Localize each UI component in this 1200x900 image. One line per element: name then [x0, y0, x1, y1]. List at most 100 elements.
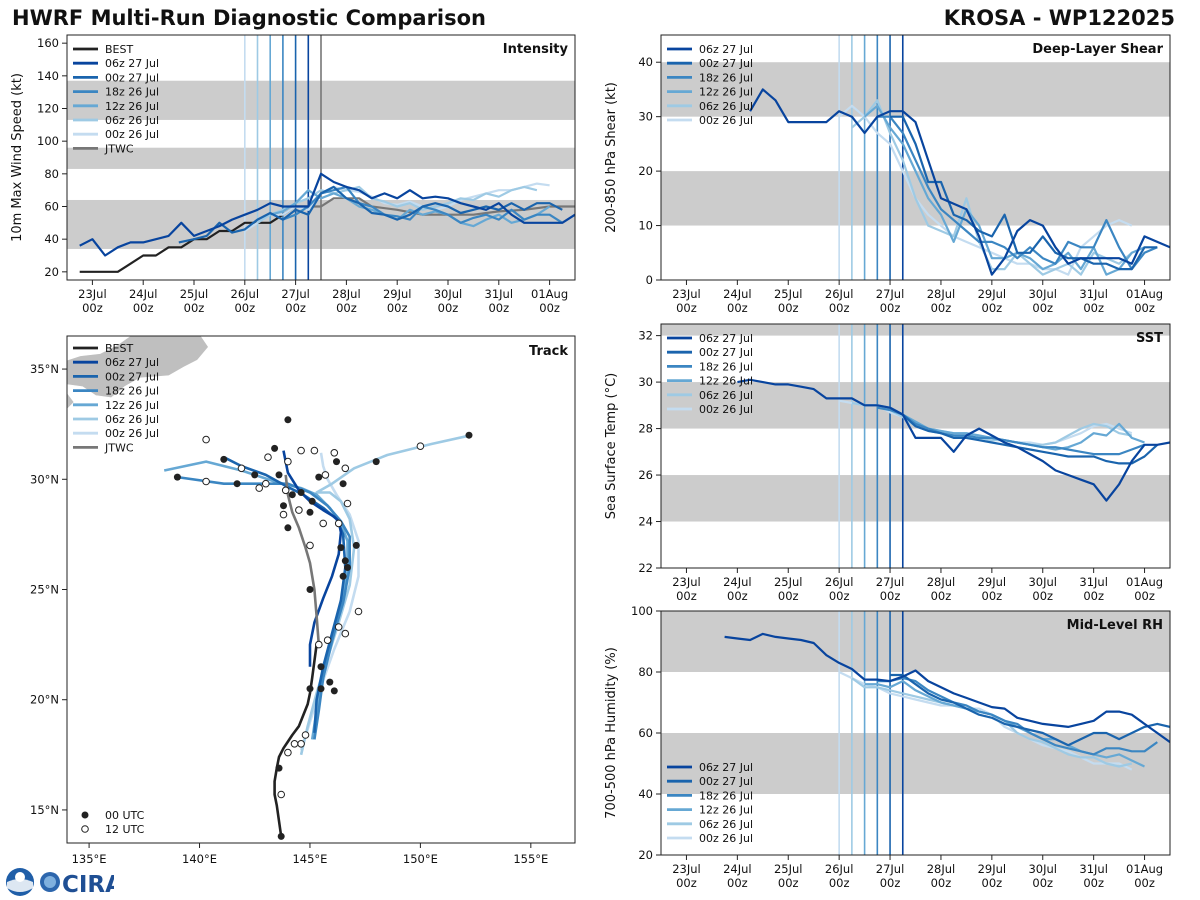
track-marker-12utc: [277, 790, 286, 799]
sst-xtick-label: 00z: [982, 589, 1003, 603]
sst-legend-label: 18z 26 Jul: [699, 360, 753, 373]
shear-threshold-band: [661, 62, 1170, 117]
intensity-xtick-label: 00z: [387, 301, 408, 315]
shear-xtick-label: 00z: [727, 301, 748, 315]
sst-threshold-band: [661, 475, 1170, 522]
track-marker-12utc: [330, 449, 339, 457]
intensity-series-00z-27-jul: [178, 185, 563, 244]
shear-xtick-label: 25Jul: [774, 287, 803, 301]
track-marker-00utc: [306, 508, 314, 516]
rh-series-00z-27-jul: [890, 673, 1170, 747]
track-marker-12utc: [321, 471, 330, 479]
rh-ytick-label: 100: [631, 604, 653, 618]
track-marker-12utc: [319, 519, 328, 528]
shear-xtick-label: 00z: [829, 301, 850, 315]
shear-xtick-label: 00z: [880, 301, 901, 315]
track-marker-12utc: [416, 442, 425, 451]
rh-xtick-label: 27Jul: [876, 862, 905, 876]
sst-xtick-label: 31Jul: [1079, 575, 1108, 589]
intensity-xtick-label: 28Jul: [332, 287, 361, 301]
track-legend-label: 06z 27 Jul: [105, 356, 159, 369]
sst-xtick-label: 00z: [727, 589, 748, 603]
sst-ytick-label: 32: [638, 329, 653, 343]
shear-frame: [660, 34, 1171, 281]
track-series-18z-26-jul: [177, 475, 352, 740]
track-marker-00utc: [297, 489, 305, 496]
sst-ytick-label: 28: [638, 422, 653, 436]
sst-xtick-label: 00z: [931, 589, 952, 603]
intensity-xtick-label: 24Jul: [129, 287, 158, 301]
land-shikoku: [67, 393, 74, 414]
track-marker-00utc: [317, 663, 325, 671]
sst-xtick-label: 26Jul: [825, 575, 854, 589]
track-marker-00utc: [339, 480, 347, 488]
track-marker-00utc: [326, 678, 334, 686]
rh-xtick-label: 00z: [778, 876, 799, 890]
track-marker-12utc: [341, 464, 350, 473]
cira-logo-text: CIRA: [62, 872, 114, 898]
shear-panel-title: Deep-Layer Shear: [1032, 42, 1163, 57]
sst-legend-label: 00z 26 Jul: [699, 403, 753, 416]
track-xtick-label: 145°E: [292, 852, 327, 866]
track-marker-00utc: [275, 764, 283, 772]
track-marker-00utc: [333, 458, 340, 466]
track-legend-label: 00z 27 Jul: [105, 370, 159, 383]
sst-xtick-label: 27Jul: [876, 575, 905, 589]
intensity-xtick-label: 00z: [285, 301, 306, 315]
rh-legend-label: 18z 26 Jul: [699, 789, 753, 802]
intensity-xtick-label: 30Jul: [434, 287, 463, 301]
shear-legend-label: 18z 26 Jul: [699, 71, 753, 84]
intensity-ytick-label: 60: [44, 200, 59, 214]
track-marker-00utc: [275, 471, 283, 479]
panel-shear: 01020304023Jul00z24Jul00z25Jul00z26Jul00…: [604, 34, 1171, 315]
sst-xtick-label: 00z: [1134, 589, 1155, 603]
track-legend-label: 06z 26 Jul: [105, 413, 159, 426]
track-marker-00utc: [465, 431, 473, 439]
rh-threshold-band: [661, 733, 1170, 794]
track-series-best: [273, 644, 318, 837]
sst-legend-label: 06z 27 Jul: [699, 332, 753, 345]
track-ytick-label: 25°N: [30, 583, 59, 597]
track-ytick-label: 35°N: [30, 362, 59, 376]
intensity-series-jtwc: [308, 197, 575, 216]
rh-xtick-label: 00z: [829, 876, 850, 890]
rh-plot-area: [661, 611, 1170, 855]
shear-xtick-label: 23Jul: [672, 287, 701, 301]
track-marker-00utc: [271, 444, 279, 452]
intensity-xtick-label: 29Jul: [383, 287, 412, 301]
intensity-legend-label: JTWC: [104, 142, 134, 155]
sst-xtick-label: 23Jul: [672, 575, 701, 589]
shear-series-00z-26-jul: [838, 104, 1133, 276]
rh-xtick-label: 00z: [1032, 876, 1053, 890]
noaa-cira-logo: CIRA: [4, 866, 114, 898]
intensity-legend-label: 06z 26 Jul: [105, 114, 159, 127]
rh-ytick-label: 60: [638, 726, 653, 740]
shear-legend-label: 00z 26 Jul: [699, 114, 753, 127]
rh-xtick-label: 26Jul: [825, 862, 854, 876]
shear-ytick-label: 40: [638, 55, 653, 69]
sst-legend-label: 00z 27 Jul: [699, 346, 753, 359]
rh-legend-label: 06z 27 Jul: [699, 761, 753, 774]
track-series-jtwc: [284, 474, 321, 645]
intensity-ylabel: 10m Max Wind Speed (kt): [10, 73, 25, 242]
sst-panel-title: SST: [1136, 331, 1163, 346]
land-japan: [67, 336, 209, 399]
intensity-legend-label: 18z 26 Jul: [105, 86, 159, 99]
track-marker-12utc: [290, 740, 299, 748]
intensity-plot-area: [67, 35, 575, 280]
sst-frame: [660, 323, 1171, 569]
track-legend-marker-00utc: [81, 811, 89, 819]
track-legend-label: 12z 26 Jul: [105, 399, 159, 412]
track-marker-00utc: [341, 557, 349, 565]
intensity-series-06z-27-jul: [79, 172, 575, 257]
shear-series-18z-26-jul: [877, 115, 1158, 271]
rh-xtick-label: 00z: [982, 876, 1003, 890]
track-marker-12utc: [341, 629, 350, 638]
shear-xtick-label: 00z: [1032, 301, 1053, 315]
intensity-legend-label: 00z 27 Jul: [105, 71, 159, 84]
track-ytick-label: 30°N: [30, 472, 59, 486]
sst-ytick-label: 22: [638, 561, 653, 575]
sst-xtick-label: 01Aug: [1126, 575, 1163, 589]
rh-xtick-label: 00z: [727, 876, 748, 890]
track-marker-00utc: [339, 572, 347, 580]
